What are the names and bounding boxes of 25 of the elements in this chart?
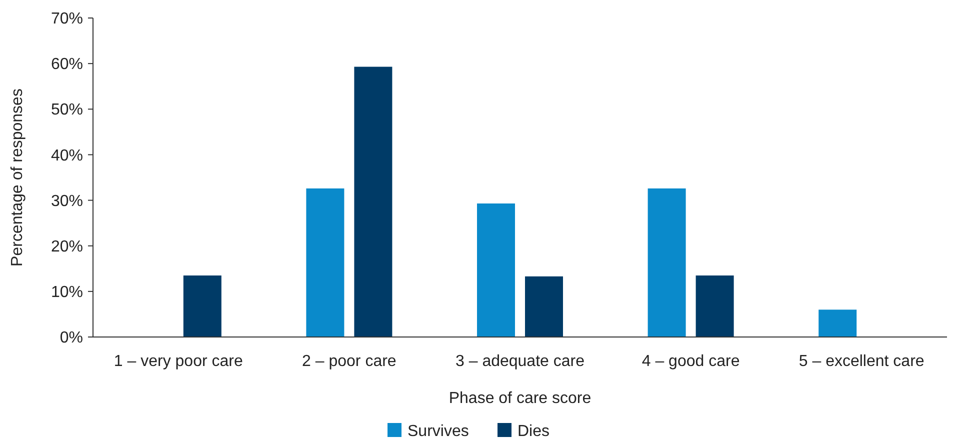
y-axis-title: Percentage of responses <box>9 88 26 266</box>
bar <box>306 188 344 337</box>
y-tick-label: 30% <box>50 192 83 210</box>
bar <box>696 275 734 337</box>
bar <box>354 66 392 337</box>
y-tick-label: 10% <box>50 284 83 302</box>
y-tick-label: 0% <box>60 330 83 347</box>
x-tick-label: 1 – very poor care <box>114 353 243 370</box>
y-tick-label: 70% <box>50 10 83 28</box>
x-tick-label: 3 – adequate care <box>456 353 585 370</box>
y-tick-label: 40% <box>50 147 83 164</box>
y-tick-label: 20% <box>50 238 83 256</box>
legend-label: Dies <box>518 423 550 440</box>
x-tick-label: 2 – poor care <box>302 353 396 370</box>
x-axis-title: Phase of care score <box>448 390 592 407</box>
bar <box>525 276 563 337</box>
bar <box>818 310 857 337</box>
legend-label: Survives <box>408 423 469 440</box>
bar <box>648 188 686 337</box>
bar <box>183 275 222 337</box>
bar <box>477 203 515 337</box>
x-tick-label: 5 – excellent care <box>798 353 924 370</box>
y-tick-label: 60% <box>50 56 83 74</box>
y-tick-label: 50% <box>50 102 83 119</box>
x-tick-label: 4 – good care <box>642 353 740 370</box>
